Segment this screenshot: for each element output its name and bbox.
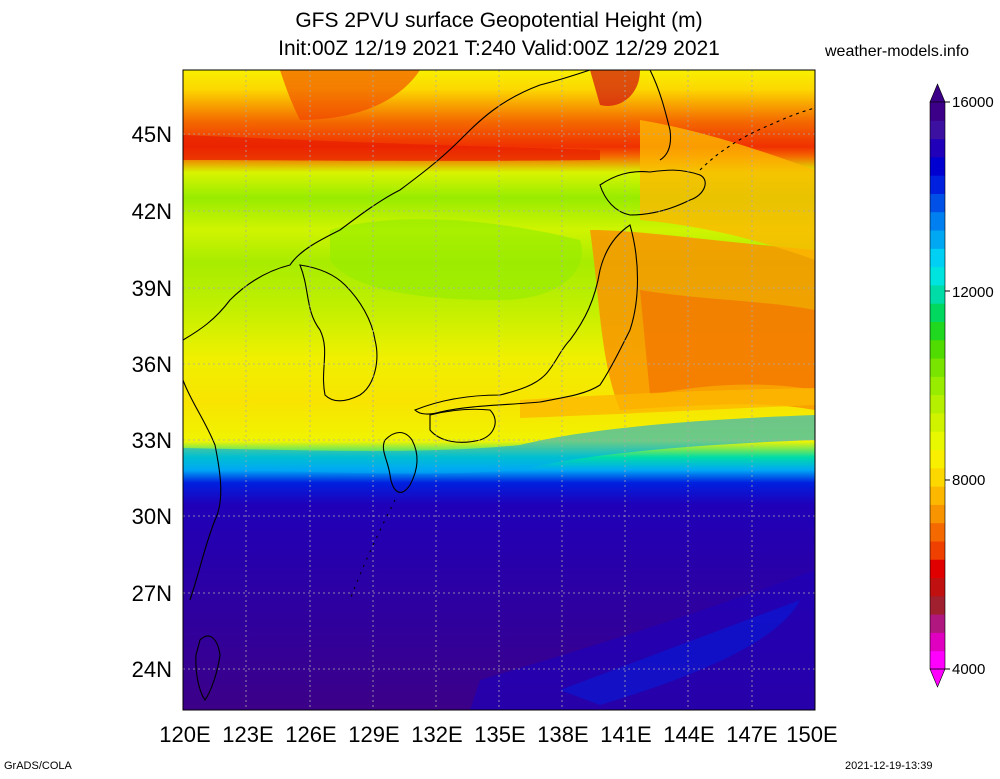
lat-label: 30N (132, 504, 172, 529)
lon-label: 126E (285, 722, 336, 747)
colorbar-min-arrow (929, 668, 946, 688)
lat-label: 39N (132, 276, 172, 301)
lon-axis: 120E 123E 126E 129E 132E 135E 138E 141E … (159, 722, 837, 747)
colorbar-swatch (930, 376, 945, 396)
colorbar-swatch (930, 486, 945, 505)
colorbar-frame (929, 101, 946, 670)
footer-timestamp: 2021-12-19-13:39 (845, 760, 933, 772)
colorbar-swatch (930, 138, 945, 158)
colorbar-swatch (930, 339, 945, 359)
colorbar-max-arrow (929, 83, 946, 103)
colorbar-swatch (930, 540, 945, 560)
lon-label: 144E (663, 722, 714, 747)
colorbar-swatch (930, 595, 945, 615)
colorbar-swatch (930, 211, 945, 231)
colorbar-swatch (930, 193, 945, 213)
lat-label: 24N (132, 657, 172, 682)
colorbar-swatch (930, 412, 945, 432)
colorbar-labels: 16000 12000 8000 4000 (952, 94, 994, 678)
colorbar-swatch (930, 175, 945, 194)
colorbar-swatch (930, 358, 945, 377)
colorbar-swatch (930, 156, 945, 176)
colorbar-swatch (930, 321, 945, 341)
colorbar-swatch (930, 577, 945, 597)
chart-title-line1: GFS 2PVU surface Geopotential Height (m) (295, 9, 703, 32)
colorbar-swatch (930, 504, 945, 524)
lat-label: 36N (132, 352, 172, 377)
colorbar-swatch (930, 449, 945, 469)
coastlines (183, 70, 815, 701)
colorbar-swatch (930, 632, 945, 652)
lon-label: 132E (411, 722, 462, 747)
gridlines (183, 70, 815, 710)
colorbar-swatch (930, 559, 945, 579)
footer-software: GrADS/COLA (4, 760, 72, 772)
colorbar-label-12000: 12000 (952, 284, 994, 301)
lon-label: 123E (222, 722, 273, 747)
map-frame (182, 69, 816, 711)
colorbar-label-4000: 4000 (952, 661, 985, 678)
colorbar-swatch (930, 467, 945, 487)
lon-label: 147E (726, 722, 777, 747)
colorbar-swatch (930, 431, 945, 451)
colorbar-swatch (930, 120, 945, 140)
lat-label: 27N (132, 581, 172, 606)
lat-label: 45N (132, 122, 172, 147)
lon-label: 120E (159, 722, 210, 747)
colorbar-swatch (930, 230, 945, 249)
colorbar-swatch (930, 522, 945, 542)
site-credit[interactable]: weather-models.info (825, 43, 970, 60)
colorbar-swatch (930, 284, 945, 304)
colorbar-swatch (930, 102, 945, 121)
colorbar-label-8000: 8000 (952, 472, 985, 489)
chart-title-line2: Init:00Z 12/19 2021 T:240 Valid:00Z 12/2… (278, 37, 720, 60)
lon-label: 141E (600, 722, 651, 747)
colorbar-label-16000: 16000 (952, 94, 994, 111)
colorbar-swatch (930, 614, 945, 633)
colorbar-swatch (930, 248, 945, 268)
lon-label: 150E (786, 722, 837, 747)
colorbar (929, 83, 950, 688)
colorbar-swatch (930, 394, 945, 414)
colorbar-swatch (930, 266, 945, 286)
lat-label: 33N (132, 428, 172, 453)
lon-label: 138E (537, 722, 588, 747)
lat-label: 42N (132, 199, 172, 224)
colorbar-swatch (930, 650, 945, 670)
lon-label: 135E (474, 722, 525, 747)
lat-axis: 45N 42N 39N 36N 33N 30N 27N 24N (132, 122, 172, 682)
colorbar-swatch (930, 303, 945, 322)
lon-label: 129E (348, 722, 399, 747)
